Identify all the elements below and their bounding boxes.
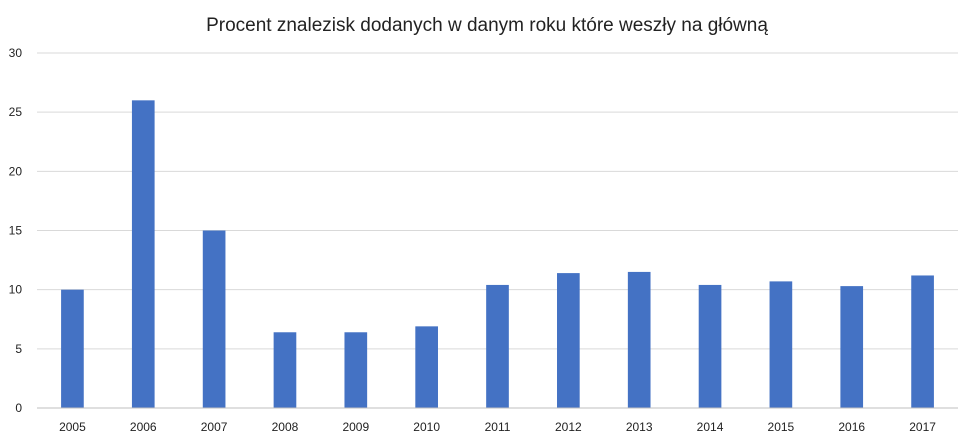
y-tick-label: 30 bbox=[9, 46, 23, 60]
bar-2012 bbox=[557, 273, 580, 408]
bar-2006 bbox=[131, 100, 155, 408]
x-tick-label: 2012 bbox=[555, 420, 582, 434]
x-tick-label: 2011 bbox=[485, 420, 511, 434]
y-tick-label: 5 bbox=[15, 342, 22, 356]
x-tick-label: 2009 bbox=[342, 420, 369, 434]
y-tick-label: 20 bbox=[9, 164, 23, 178]
x-axis-ticks: 2005 2006 2007 2008 2009 2010 2011 2012 2013 2014… bbox=[59, 420, 936, 434]
y-tick-label: 0 bbox=[15, 401, 22, 415]
bar-2013 bbox=[627, 271, 651, 408]
bar-2009 bbox=[344, 332, 368, 408]
y-tick-label: 25 bbox=[9, 105, 23, 119]
y-tick-label: 15 bbox=[9, 224, 23, 238]
bars bbox=[61, 100, 934, 408]
bar-2014 bbox=[698, 284, 722, 408]
x-tick-label: 2008 bbox=[272, 420, 299, 434]
x-tick-label: 2015 bbox=[768, 420, 795, 434]
bar-2005 bbox=[61, 289, 84, 408]
y-tick-label: 10 bbox=[9, 283, 23, 297]
bar-2015 bbox=[769, 281, 793, 408]
bar-2016 bbox=[840, 286, 864, 408]
x-tick-label: 2016 bbox=[838, 420, 865, 434]
bar-2011 bbox=[486, 284, 509, 408]
bar-2017 bbox=[911, 275, 934, 408]
x-tick-label: 2013 bbox=[626, 420, 653, 434]
bar-2007 bbox=[202, 230, 226, 408]
x-tick-label: 2007 bbox=[201, 420, 228, 434]
bar-2008 bbox=[273, 332, 297, 408]
y-axis-ticks: 0 5 10 15 20 25 30 bbox=[9, 46, 23, 415]
x-tick-label: 2010 bbox=[413, 420, 440, 434]
x-tick-label: 2005 bbox=[59, 420, 86, 434]
x-tick-label: 2014 bbox=[697, 420, 724, 434]
x-tick-label: 2006 bbox=[130, 420, 157, 434]
bar-2010 bbox=[415, 326, 438, 408]
x-tick-label: 2017 bbox=[909, 420, 936, 434]
gridlines bbox=[37, 52, 958, 350]
chart-title: Procent znalezisk dodanych w danym roku … bbox=[206, 15, 768, 36]
